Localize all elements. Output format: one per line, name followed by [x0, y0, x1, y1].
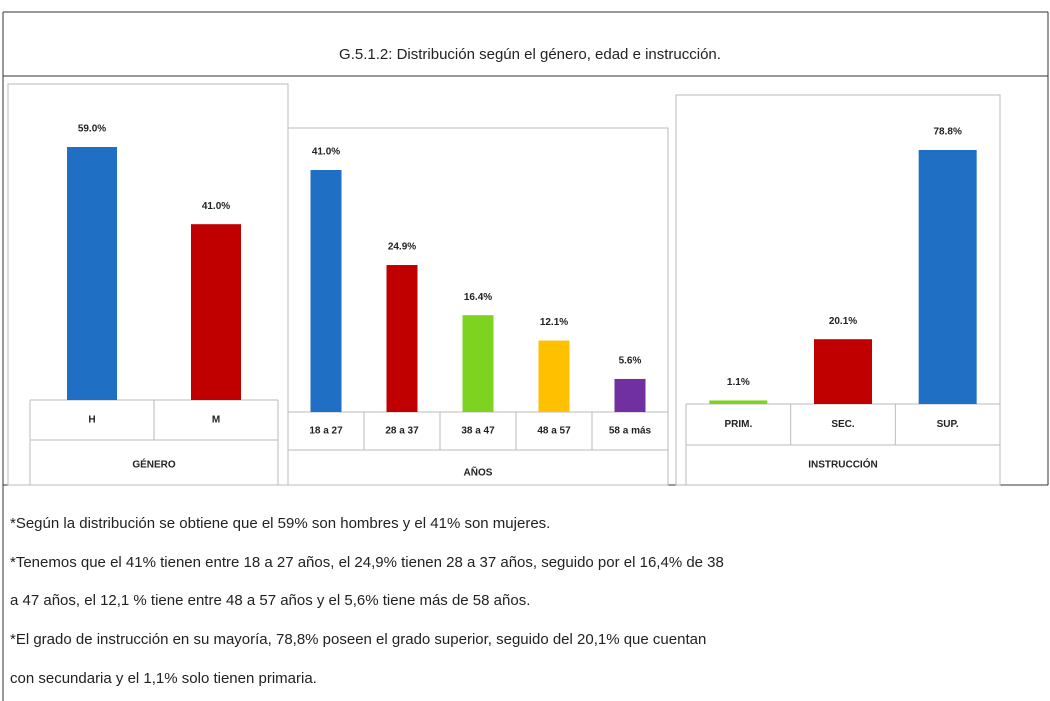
category-label: PRIM.	[724, 419, 752, 430]
chart-box	[7, 83, 289, 486]
title: G.5.1.2: Distribución según el género, e…	[339, 46, 721, 63]
category-label: SUP.	[937, 419, 959, 430]
note: *Tenemos que el 41% tienen entre 18 a 27…	[10, 554, 724, 571]
category-label: 38 a 47	[461, 426, 495, 437]
category-label: M	[212, 415, 220, 426]
value-label: 20.1%	[829, 316, 857, 327]
note: a 47 años, el 12,1 % tiene entre 48 a 57…	[10, 592, 530, 609]
category-label: 28 a 37	[385, 426, 419, 437]
bar	[462, 315, 494, 412]
category-label: 18 a 27	[309, 426, 343, 437]
note: *El grado de instrucción en su mayoría, …	[10, 631, 706, 648]
bar	[310, 170, 342, 412]
value-label: 12.1%	[540, 317, 568, 328]
value-label: 5.6%	[619, 356, 642, 367]
chart-box	[675, 94, 1001, 486]
bar	[67, 147, 117, 400]
bar	[918, 150, 977, 404]
bar	[614, 378, 646, 412]
value-label: 41.0%	[202, 201, 230, 212]
bar	[538, 340, 570, 412]
value-label: 59.0%	[78, 124, 106, 135]
value-label: 24.9%	[388, 242, 416, 253]
value-label: 78.8%	[933, 127, 961, 138]
chart-box	[287, 127, 669, 486]
bar	[386, 265, 418, 412]
category-label: H	[88, 415, 95, 426]
value-label: 1.1%	[727, 377, 750, 388]
axis-title: GÉNERO	[132, 458, 176, 471]
bar	[814, 339, 872, 404]
axis-title: AÑOS	[464, 466, 493, 479]
axis-title: INSTRUCCIÓN	[808, 458, 877, 471]
category-label: 58 a más	[609, 426, 652, 437]
category-label: SEC.	[831, 419, 855, 430]
value-label: 41.0%	[312, 147, 340, 158]
bar	[709, 400, 768, 404]
note: *Según la distribución se obtiene que el…	[10, 515, 550, 532]
value-label: 16.4%	[464, 292, 492, 303]
note: con secundaria y el 1,1% solo tienen pri…	[10, 670, 317, 687]
bar	[191, 224, 241, 400]
category-label: 48 a 57	[537, 426, 571, 437]
